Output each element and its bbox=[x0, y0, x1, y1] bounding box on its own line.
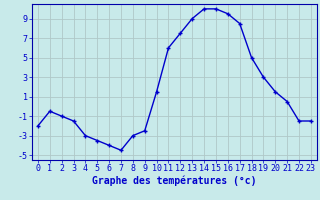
X-axis label: Graphe des températures (°c): Graphe des températures (°c) bbox=[92, 176, 257, 186]
